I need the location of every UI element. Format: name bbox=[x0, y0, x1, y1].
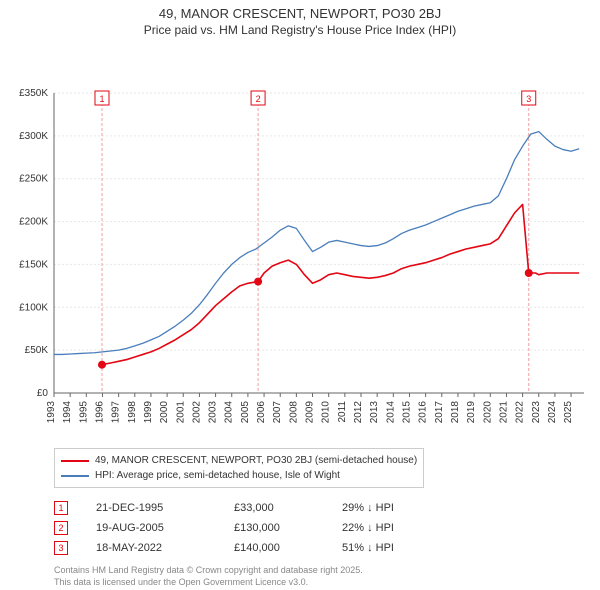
line-chart: £0 £50K £100K £150K £200K £250K £300K £350K 1 2 3 1… bbox=[0, 45, 600, 439]
svg-text:£100K: £100K bbox=[19, 302, 48, 313]
event-price: £130,000 bbox=[234, 522, 314, 534]
svg-text:2005: 2005 bbox=[240, 401, 251, 424]
event-marker: 2 bbox=[54, 521, 68, 535]
svg-text:£300K: £300K bbox=[19, 131, 48, 142]
svg-text:2023: 2023 bbox=[531, 401, 542, 424]
legend-swatch bbox=[61, 460, 89, 462]
svg-text:2014: 2014 bbox=[385, 401, 396, 424]
svg-text:2003: 2003 bbox=[208, 401, 219, 424]
svg-text:2024: 2024 bbox=[547, 401, 558, 424]
svg-text:1995: 1995 bbox=[78, 401, 89, 424]
svg-text:2025: 2025 bbox=[563, 401, 574, 424]
svg-text:£350K: £350K bbox=[19, 88, 48, 99]
svg-text:1997: 1997 bbox=[111, 401, 122, 424]
svg-text:1999: 1999 bbox=[143, 401, 154, 424]
chart-title: 49, MANOR CRESCENT, NEWPORT, PO30 2BJ bbox=[0, 0, 600, 21]
footer-attribution: Contains HM Land Registry data © Crown c… bbox=[54, 564, 590, 588]
svg-text:£200K: £200K bbox=[19, 217, 48, 228]
legend-label: HPI: Average price, semi-detached house,… bbox=[95, 468, 340, 483]
legend: 49, MANOR CRESCENT, NEWPORT, PO30 2BJ (s… bbox=[54, 448, 424, 488]
footer-line-2: This data is licensed under the Open Gov… bbox=[54, 576, 590, 588]
svg-text:£150K: £150K bbox=[19, 259, 48, 270]
svg-text:£250K: £250K bbox=[19, 174, 48, 185]
svg-text:2015: 2015 bbox=[401, 401, 412, 424]
event-marker: 1 bbox=[54, 501, 68, 515]
legend-item: HPI: Average price, semi-detached house,… bbox=[61, 468, 417, 483]
svg-text:2019: 2019 bbox=[466, 401, 477, 424]
event-price: £33,000 bbox=[234, 502, 314, 514]
legend-item: 49, MANOR CRESCENT, NEWPORT, PO30 2BJ (s… bbox=[61, 453, 417, 468]
chart-area: £0 £50K £100K £150K £200K £250K £300K £350K 1 2 3 1… bbox=[0, 45, 600, 442]
svg-text:2013: 2013 bbox=[369, 401, 380, 424]
svg-text:2008: 2008 bbox=[288, 401, 299, 424]
chart-subtitle: Price paid vs. HM Land Registry's House … bbox=[0, 21, 600, 45]
svg-text:2011: 2011 bbox=[337, 401, 348, 423]
event-diff: 51% ↓ HPI bbox=[342, 542, 394, 554]
event-date: 19-AUG-2005 bbox=[96, 522, 206, 534]
event-diff: 22% ↓ HPI bbox=[342, 522, 394, 534]
svg-text:1996: 1996 bbox=[94, 401, 105, 424]
event-marker: 3 bbox=[54, 541, 68, 555]
footer-line-1: Contains HM Land Registry data © Crown c… bbox=[54, 564, 590, 576]
legend-label: 49, MANOR CRESCENT, NEWPORT, PO30 2BJ (s… bbox=[95, 453, 417, 468]
svg-text:2021: 2021 bbox=[498, 401, 509, 424]
svg-text:2002: 2002 bbox=[191, 401, 202, 424]
event-row: 3 18-MAY-2022 £140,000 51% ↓ HPI bbox=[54, 538, 590, 558]
svg-text:£0: £0 bbox=[37, 388, 49, 399]
svg-text:2000: 2000 bbox=[159, 401, 170, 424]
event-row: 2 19-AUG-2005 £130,000 22% ↓ HPI bbox=[54, 518, 590, 538]
svg-text:1998: 1998 bbox=[127, 401, 138, 424]
event-price: £140,000 bbox=[234, 542, 314, 554]
svg-text:3: 3 bbox=[526, 94, 531, 104]
svg-text:2020: 2020 bbox=[482, 401, 493, 424]
event-date: 18-MAY-2022 bbox=[96, 542, 206, 554]
svg-text:1993: 1993 bbox=[46, 401, 57, 424]
event-table: 1 21-DEC-1995 £33,000 29% ↓ HPI 2 19-AUG-2005… bbox=[54, 498, 590, 558]
svg-text:2010: 2010 bbox=[321, 401, 332, 424]
svg-text:2007: 2007 bbox=[272, 401, 283, 424]
svg-text:£50K: £50K bbox=[25, 345, 49, 356]
svg-text:2: 2 bbox=[256, 94, 261, 104]
svg-text:2001: 2001 bbox=[175, 401, 186, 424]
svg-text:2004: 2004 bbox=[224, 401, 235, 424]
svg-text:2022: 2022 bbox=[515, 401, 526, 424]
event-date: 21-DEC-1995 bbox=[96, 502, 206, 514]
svg-text:2009: 2009 bbox=[305, 401, 316, 424]
event-diff: 29% ↓ HPI bbox=[342, 502, 394, 514]
svg-text:2016: 2016 bbox=[418, 401, 429, 424]
svg-text:2018: 2018 bbox=[450, 401, 461, 424]
svg-text:2012: 2012 bbox=[353, 401, 364, 424]
svg-text:1: 1 bbox=[99, 94, 104, 104]
legend-swatch bbox=[61, 475, 89, 477]
svg-text:1994: 1994 bbox=[62, 401, 73, 424]
svg-text:2006: 2006 bbox=[256, 401, 267, 424]
svg-text:2017: 2017 bbox=[434, 401, 445, 424]
event-row: 1 21-DEC-1995 £33,000 29% ↓ HPI bbox=[54, 498, 590, 518]
